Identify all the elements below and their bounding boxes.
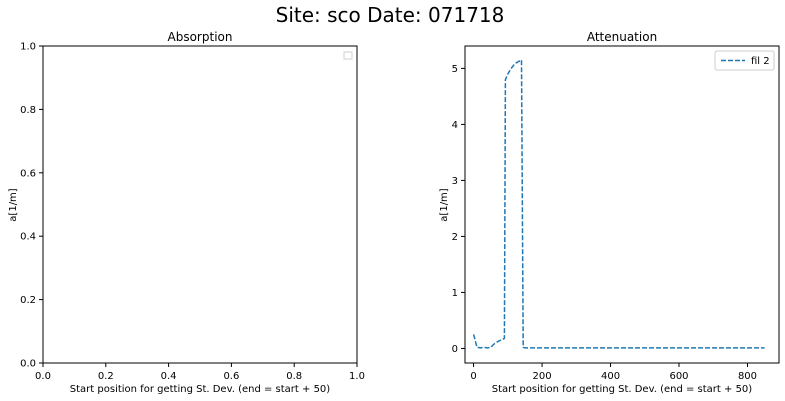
absorption-axes: Absorption 0.0 0.2 0.4 0.6 0.8 1.0 0.0 0.2 0.4 0.… xyxy=(8,30,365,395)
absorption-empty-legend xyxy=(343,51,353,60)
attenuation-xtick-label: 600 xyxy=(669,371,688,382)
absorption-xlabel: Start position for getting St. Dev. (end… xyxy=(70,384,331,395)
attenuation-xtick-label: 800 xyxy=(738,371,757,382)
absorption-ytick-label: 0.6 xyxy=(20,168,36,179)
attenuation-title: Attenuation xyxy=(587,30,657,44)
series-line-fil-2 xyxy=(472,59,765,349)
absorption-xtick-label: 1.0 xyxy=(349,371,365,382)
attenuation-ytick-label: 5 xyxy=(452,64,458,75)
absorption-frame xyxy=(42,45,358,364)
absorption-xtick-label: 0.2 xyxy=(98,371,114,382)
attenuation-ytick-label: 1 xyxy=(452,288,458,299)
attenuation-xlabel: Start position for getting St. Dev. (end… xyxy=(492,384,753,395)
absorption-ytick-label: 0.0 xyxy=(20,359,36,370)
absorption-ytick-label: 0.2 xyxy=(20,295,36,306)
attenuation-xtick-label: 400 xyxy=(601,371,620,382)
absorption-xtick-label: 0.6 xyxy=(223,371,239,382)
legend-label-fil-2: fil 2 xyxy=(751,56,770,67)
absorption-xtick-label: 0.4 xyxy=(161,371,177,382)
attenuation-legend: fil 2 xyxy=(714,50,775,71)
absorption-xtick-label: 0.8 xyxy=(286,371,302,382)
attenuation-frame xyxy=(464,45,780,364)
attenuation-xtick-label: 200 xyxy=(532,371,551,382)
figure-suptitle: Site: sco Date: 071718 xyxy=(276,3,505,27)
attenuation-ytick-label: 3 xyxy=(452,176,458,187)
absorption-ytick-label: 1.0 xyxy=(20,42,36,53)
attenuation-ytick-label: 4 xyxy=(452,120,458,131)
attenuation-ylabel: a[1/m] xyxy=(439,188,450,222)
attenuation-xtick-label: 0 xyxy=(470,371,476,382)
attenuation-axes: Attenuation 0 200 400 600 800 0 1 2 3 4 5 fil 2 St… xyxy=(439,30,780,395)
attenuation-ytick-label: 2 xyxy=(452,232,458,243)
absorption-ytick-label: 0.4 xyxy=(20,232,36,243)
attenuation-ytick-label: 0 xyxy=(452,344,458,355)
absorption-title: Absorption xyxy=(168,30,233,44)
absorption-ylabel: a[1/m] xyxy=(8,188,19,222)
absorption-ytick-label: 0.8 xyxy=(20,105,36,116)
absorption-xtick-label: 0.0 xyxy=(35,371,51,382)
